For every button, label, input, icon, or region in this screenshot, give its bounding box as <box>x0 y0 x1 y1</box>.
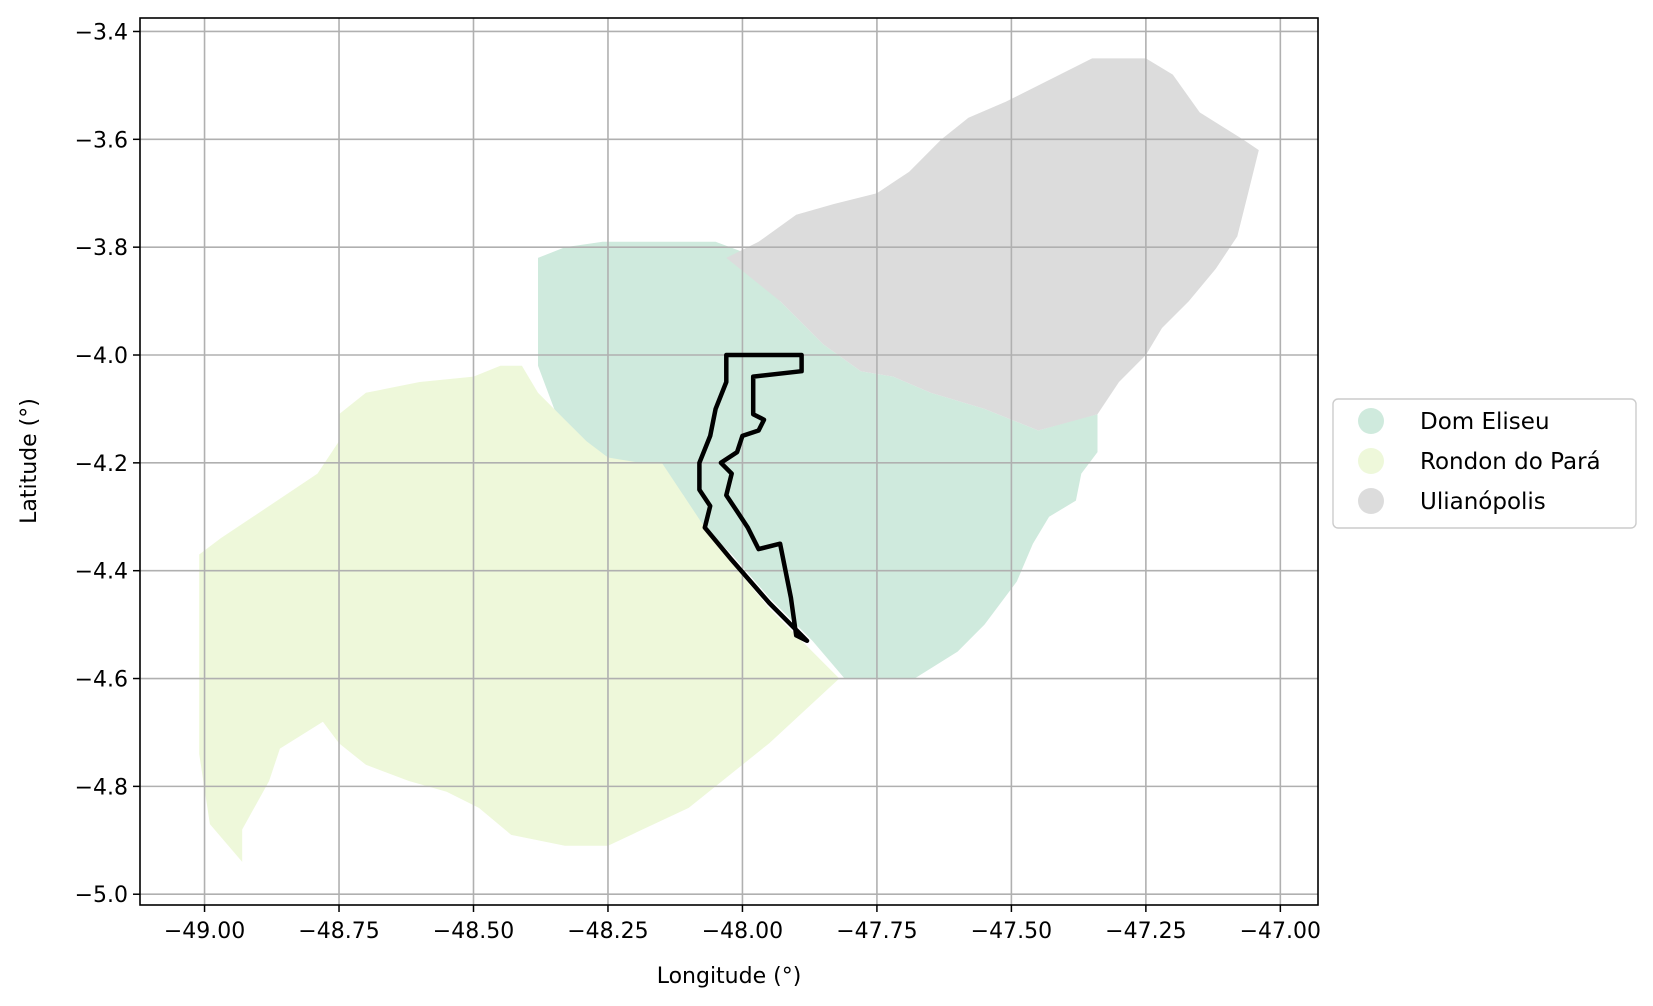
y-tick-label: −4.0 <box>75 344 128 369</box>
x-tick-label: −48.25 <box>567 919 648 944</box>
legend-label-ulianopolis: Ulianópolis <box>1420 489 1546 515</box>
plot-frame <box>139 17 1319 906</box>
y-tick-label: −3.4 <box>75 20 128 45</box>
x-tick-label: −48.50 <box>433 919 514 944</box>
y-tick-label: −5.0 <box>75 883 128 908</box>
x-tick-label: −49.00 <box>164 919 245 944</box>
legend-marker-dom-eliseu <box>1358 408 1384 434</box>
region-ulianopolis <box>726 58 1259 431</box>
region-rondon-do-para <box>199 365 840 862</box>
x-tick-label: −48.00 <box>702 919 783 944</box>
y-tick-label: −4.2 <box>75 452 128 477</box>
legend-marker-ulianopolis <box>1358 488 1384 514</box>
legend: Dom Eliseu Rondon do Pará Ulianópolis <box>1332 398 1637 529</box>
boundary-outline <box>697 352 810 644</box>
boundary-layer <box>697 352 810 644</box>
x-tick-label: −47.75 <box>836 919 917 944</box>
x-tick-label: −47.25 <box>1105 919 1186 944</box>
legend-label-rondon-do-para: Rondon do Pará <box>1420 449 1601 475</box>
region-dom-eliseu <box>538 241 1098 679</box>
x-axis: −49.00 −48.75 −48.50 −48.25 −48.00 −47.75 −47.… <box>164 905 1321 944</box>
legend-items: Dom Eliseu Rondon do Pará Ulianópolis <box>1358 408 1601 515</box>
x-tick-label: −48.75 <box>298 919 379 944</box>
legend-box <box>1332 398 1637 529</box>
y-tick-label: −4.6 <box>75 668 128 693</box>
y-tick-label: −3.6 <box>75 128 128 153</box>
y-tick-label: −4.4 <box>75 560 128 585</box>
y-tick-label: −4.8 <box>75 775 128 800</box>
legend-label-dom-eliseu: Dom Eliseu <box>1420 409 1550 435</box>
y-axis-label: Latitude (°) <box>17 398 42 524</box>
y-axis: −3.4 −3.6 −3.8 −4.0 −4.2 −4.4 −4.6 −4.8 −5.0 <box>75 20 140 908</box>
y-tick-label: −3.8 <box>75 236 128 261</box>
x-tick-label: −47.50 <box>971 919 1052 944</box>
x-axis-label: Longitude (°) <box>657 964 802 989</box>
x-tick-label: −47.00 <box>1240 919 1321 944</box>
legend-marker-rondon-do-para <box>1358 448 1384 474</box>
regions-layer <box>199 58 1259 862</box>
